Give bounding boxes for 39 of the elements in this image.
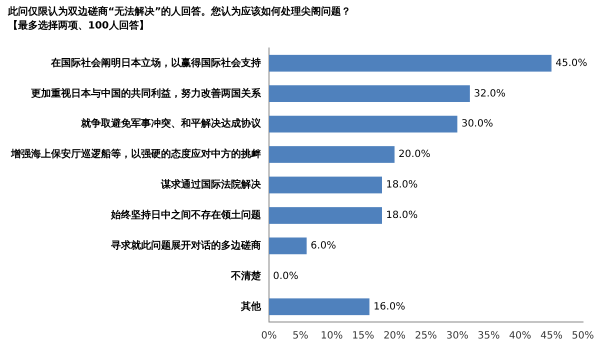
data-label: 6.0% [310, 240, 336, 252]
x-tick-label: 10% [320, 330, 343, 342]
bar [269, 85, 470, 102]
x-tick-label: 40% [508, 330, 532, 342]
y-tick-label: 不清楚 [230, 270, 262, 282]
y-tick-label: 更加重视日本与中国的共同利益，努力改善两国关系 [31, 87, 262, 100]
bar [269, 298, 370, 316]
x-tick-label: 5% [292, 330, 308, 342]
bar [269, 207, 382, 224]
x-tick-label: 45% [540, 330, 563, 342]
x-tick-label: 0% [261, 330, 277, 342]
data-label: 45.0% [556, 58, 588, 69]
x-tick-label: 35% [478, 330, 500, 342]
bar [269, 146, 395, 163]
x-tick-label: 25% [414, 330, 438, 342]
data-label: 18.0% [386, 210, 418, 222]
bar [269, 176, 382, 194]
bar [269, 54, 552, 72]
data-label: 20.0% [398, 149, 430, 160]
bar [269, 116, 458, 132]
x-tick-label: 20% [383, 330, 406, 342]
data-label: 16.0% [373, 301, 406, 312]
y-tick-label: 就争取避免军事冲突、和平解决达成协议 [80, 118, 262, 130]
text: 【最多选择两项、100人回答】 [8, 20, 149, 32]
data-label: 18.0% [386, 180, 418, 191]
data-label: 32.0% [474, 88, 506, 100]
y-tick-label: 始终坚持日中之间不存在领土问题 [110, 209, 261, 222]
bar [269, 238, 307, 254]
text: 此问仅限认为双边磋商“无法解决”的人回答。您认为应该如何处理尖阁问题？ [7, 6, 352, 18]
y-tick-label: 增强海上保安厅巡逻船等，以强硬的态度应对中方的挑衅 [10, 148, 261, 160]
data-label: 30.0% [461, 118, 494, 130]
y-tick-label: 其他 [240, 300, 262, 312]
y-tick-label: 谋求通过国际法院解决 [160, 178, 262, 191]
x-tick-label: 30% [446, 330, 468, 342]
y-tick-label: 在国际社会阐明日本立场，以赢得国际社会支持 [50, 56, 261, 69]
x-tick-label: 15% [352, 330, 374, 342]
x-tick-label: 50% [572, 330, 594, 342]
data-label: 0.0% [273, 270, 298, 282]
y-tick-label: 寻求就此问题展开对话的多边磋商 [110, 239, 261, 252]
